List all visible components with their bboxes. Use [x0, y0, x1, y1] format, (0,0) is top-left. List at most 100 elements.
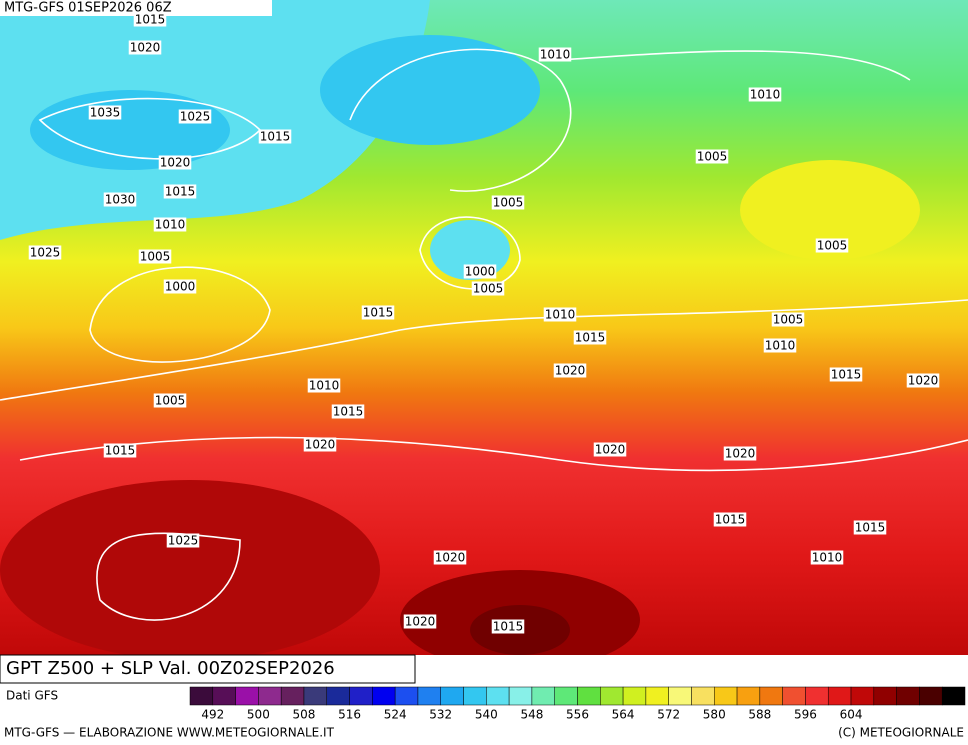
header-box — [0, 0, 272, 16]
isobar-label: 1015 — [135, 13, 166, 27]
isobar-label: 1025 — [30, 246, 61, 260]
legend-swatch — [554, 686, 578, 706]
legend-swatch — [235, 686, 259, 706]
legend-tick-label: 532 — [429, 708, 452, 722]
legend-tick-label: 500 — [247, 708, 270, 722]
isobar-label: 1010 — [309, 379, 340, 393]
isobar-label: 1005 — [493, 196, 524, 210]
isobar-label: 1030 — [105, 193, 136, 207]
legend-swatch — [486, 686, 510, 706]
isobar-label-bg — [593, 442, 627, 457]
legend-swatch — [873, 686, 897, 706]
isobar-label: 1005 — [697, 150, 728, 164]
source-label: Dati GFS — [6, 689, 58, 703]
isobar-label: 1005 — [817, 239, 848, 253]
isobar-label-bg — [713, 512, 747, 527]
legend-swatch — [941, 686, 966, 706]
legend-swatch — [577, 686, 601, 706]
legend-swatch — [349, 686, 373, 706]
isobar-label: 1005 — [155, 394, 186, 408]
isobar-label-bg — [163, 184, 197, 199]
legend-swatch — [189, 686, 214, 706]
isobar-label: 1015 — [855, 521, 886, 535]
isobar-label: 1020 — [555, 364, 586, 378]
legend-tick-label: 596 — [794, 708, 817, 722]
legend-swatch — [372, 686, 396, 706]
isobar-label-bg — [103, 192, 137, 207]
legend-swatch — [417, 686, 441, 706]
legend-swatch — [736, 686, 761, 706]
isobar-label: 1010 — [155, 218, 186, 232]
legend-swatch — [600, 686, 624, 706]
isobar-label-bg — [538, 47, 572, 62]
footer-left: MTG-GFS — ELABORAZIONE WWW.METEOGIORNALE… — [4, 726, 335, 740]
isobar-label-bg — [128, 40, 162, 55]
isobar-label-bg — [103, 443, 137, 458]
legend-swatch — [919, 686, 943, 706]
isobar-label: 1015 — [715, 513, 746, 527]
isobar-label: 1020 — [595, 443, 626, 457]
isobar-label: 1015 — [575, 331, 606, 345]
legend-swatch — [326, 686, 350, 706]
legend-swatch — [759, 686, 783, 706]
isobar-label-bg — [28, 245, 62, 260]
legend-swatch — [394, 686, 419, 706]
isobar-label: 1020 — [405, 615, 436, 629]
isobar-label-bg — [158, 155, 192, 170]
isobar-label: 1020 — [305, 438, 336, 452]
isobar-label-bg — [163, 279, 197, 294]
isobar-label-bg — [723, 446, 757, 461]
isobar-label-bg — [471, 281, 505, 296]
isobar-label: 1015 — [165, 185, 196, 199]
isobar-label-bg — [748, 87, 782, 102]
isobar-label-bg — [815, 238, 849, 253]
legend-tick-label: 604 — [840, 708, 863, 722]
isobar-label: 1010 — [765, 339, 796, 353]
isobar-label: 1005 — [773, 313, 804, 327]
isobar-label: 1020 — [725, 447, 756, 461]
legend-tick-label: 580 — [703, 708, 726, 722]
isobar-label-bg — [88, 105, 122, 120]
isobar-label: 1015 — [831, 368, 862, 382]
legend-swatch — [668, 686, 692, 706]
legend-swatch — [463, 686, 487, 706]
legend-tick-label: 572 — [657, 708, 680, 722]
legend-swatch — [258, 686, 282, 706]
legend-tick-label: 492 — [201, 708, 224, 722]
isobar-label: 1015 — [260, 130, 291, 144]
legend-swatch — [805, 686, 829, 706]
legend-tick-label: 564 — [612, 708, 635, 722]
legend-swatch — [827, 686, 852, 706]
isobar-label: 1020 — [160, 156, 191, 170]
legend-swatch — [212, 686, 236, 706]
legend-tick-label: 588 — [748, 708, 771, 722]
color-legend: 492 500 508 516 524 532 540 548 556 564 572 580 588 5… — [189, 686, 966, 722]
isobar-label: 1025 — [180, 110, 211, 124]
isobar-label: 1000 — [165, 280, 196, 294]
isobar-label-bg — [771, 312, 805, 327]
isobar-label-bg — [553, 363, 587, 378]
isobar-label: 1035 — [90, 106, 121, 120]
isobar-label-bg — [403, 614, 437, 629]
isobar-label-bg — [695, 149, 729, 164]
isobar-label-bg — [178, 109, 212, 124]
legend-swatch — [782, 686, 806, 706]
isobar-label: 1010 — [545, 308, 576, 322]
legend-tick-label: 508 — [293, 708, 316, 722]
legend-tick-label: 540 — [475, 708, 498, 722]
isobar-label-bg — [810, 550, 844, 565]
legend-swatch — [714, 686, 738, 706]
legend-tick-label: 516 — [338, 708, 361, 722]
title-box — [0, 654, 416, 684]
isobar-label: 1005 — [140, 250, 171, 264]
map-field — [0, 0, 968, 670]
isobar-label-bg — [133, 12, 167, 27]
isobar-label-bg — [138, 249, 172, 264]
legend-swatch — [622, 686, 647, 706]
isobar-label: 1000 — [465, 265, 496, 279]
legend-swatch — [280, 686, 305, 706]
isobar-label: 1025 — [168, 534, 199, 548]
isobar-label-bg — [331, 404, 365, 419]
isobar-label-bg — [433, 550, 467, 565]
